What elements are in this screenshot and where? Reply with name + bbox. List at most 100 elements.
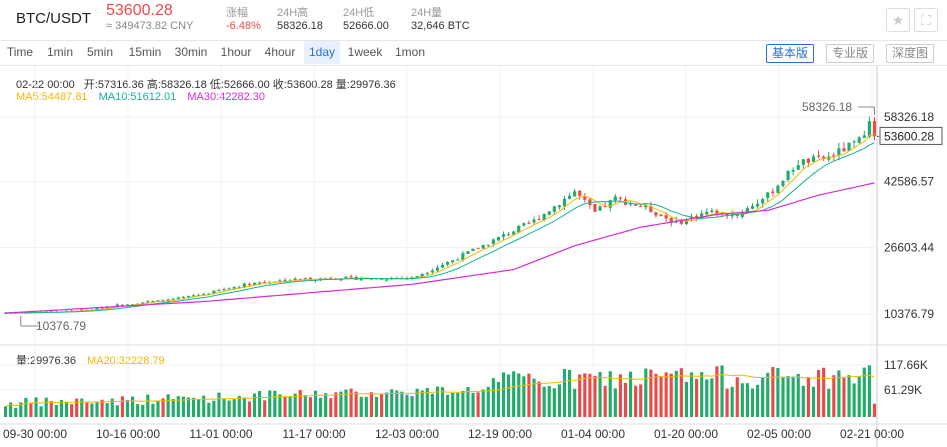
info-ma30: MA30:42282.30 (187, 91, 266, 103)
candle-body (822, 156, 826, 159)
volume-bar (476, 392, 480, 417)
ma-info: MA5:54487.81 MA10:51612.01 MA30:42282.30 (16, 91, 265, 103)
candle-body (420, 274, 424, 277)
market-header: BTC/USDT 53600.28 ≈ 349473.82 CNY 涨幅 -6.… (0, 0, 947, 41)
price-tick-label: 42586.57 (884, 175, 934, 189)
volume-bar (872, 403, 877, 417)
stat-change: 涨幅 -6.48% (226, 4, 261, 32)
last-price-tag (879, 126, 943, 145)
volume-bar (44, 397, 48, 417)
candle-body (796, 165, 800, 170)
volume-bar (242, 397, 246, 417)
candle-body (171, 299, 175, 301)
candle-body (771, 191, 775, 194)
view-basic-button[interactable]: 基本版 (766, 44, 815, 63)
candle-body (512, 231, 516, 235)
tab-1day[interactable]: 1day (304, 41, 340, 64)
candle-body (593, 203, 597, 212)
candle-body (186, 295, 191, 297)
volume-bar (420, 390, 424, 417)
volume-bar (85, 402, 89, 417)
volume-bar (100, 399, 104, 417)
view-depth-button[interactable]: 深度图 (886, 44, 935, 63)
volume-bar (720, 365, 724, 417)
volume-bar (54, 405, 58, 417)
candle-body (659, 214, 663, 216)
volume-bar (237, 395, 241, 417)
view-pro-button[interactable]: 专业版 (826, 44, 875, 63)
tab-4hour[interactable]: 4hour (264, 45, 296, 59)
volume-bar (593, 375, 597, 417)
volume-bar (344, 389, 348, 417)
tab-30min[interactable]: 30min (174, 45, 208, 59)
volume-bar (95, 401, 99, 417)
candle-body (349, 276, 353, 278)
volume-bar (329, 398, 333, 417)
tab-1min[interactable]: 1min (46, 45, 73, 59)
volume-bar (105, 403, 109, 417)
info-ma5: MA5:54487.81 (16, 91, 88, 103)
volume-bar (730, 386, 734, 417)
volume-bar (634, 385, 638, 417)
max-marker-label: 58326.18 (802, 100, 852, 114)
candle-body (786, 170, 790, 180)
volume-bar (425, 387, 429, 417)
volume-bar (110, 398, 114, 417)
tab-1week[interactable]: 1week (347, 45, 383, 59)
candle-body (623, 199, 628, 205)
volume-bar (735, 377, 739, 417)
volume-bar (756, 384, 760, 417)
candle-body (750, 206, 755, 209)
volume-bar (639, 384, 643, 417)
volume-bar (679, 368, 683, 417)
tab-1hour[interactable]: 1hour (220, 45, 252, 59)
candle-body (303, 278, 307, 280)
volume-bar (847, 375, 851, 417)
volume-bar (542, 386, 546, 417)
volume-bar (832, 375, 836, 417)
time-tick-label: 12-19 00:00 (468, 427, 532, 441)
volume-bar (700, 372, 704, 417)
tab-5min[interactable]: 5min (86, 45, 113, 59)
volume-bar (14, 407, 18, 417)
tab-time[interactable]: Time (6, 45, 34, 59)
volume-bar (491, 378, 495, 417)
time-tick-label: 12-03 00:00 (375, 427, 439, 441)
candle-body (501, 234, 506, 237)
star-icon[interactable]: ★ (886, 8, 910, 32)
volume-bar (623, 382, 628, 417)
volume-bar (603, 385, 607, 417)
volume-bar (308, 397, 312, 417)
candle-body (481, 245, 485, 249)
tab-1mon[interactable]: 1mon (394, 45, 426, 59)
candle-body (247, 283, 252, 285)
candle-body (664, 215, 668, 219)
volume-bar (837, 370, 841, 417)
volume-bar (34, 397, 38, 417)
fullscreen-icon[interactable]: ⛶ (914, 8, 938, 32)
tab-15min[interactable]: 15min (128, 45, 162, 59)
volume-info: 量:29976.36 MA20:32228.79 (16, 352, 165, 368)
candle-body (141, 302, 145, 304)
min-marker-label: 10376.79 (36, 319, 86, 333)
volume-bar (339, 391, 343, 417)
ma20-volume-line (5, 374, 875, 407)
volume-bar (527, 373, 531, 417)
volume-bar (517, 373, 521, 417)
volume-bar (745, 383, 749, 417)
volume-bar (811, 386, 816, 417)
stat-label: 涨幅 (226, 7, 248, 19)
candle-body (471, 248, 475, 252)
volume-bar (715, 366, 719, 417)
time-tick-label: 11-17 00:00 (282, 427, 345, 441)
candle-body (151, 301, 155, 303)
time-tick-label: 02-05 00:00 (747, 427, 811, 441)
volume-bar (562, 369, 567, 417)
candle-body (252, 282, 257, 286)
volume-bar (212, 400, 216, 417)
candle-body (379, 278, 384, 280)
candle-body (852, 141, 856, 143)
candle-body (125, 304, 130, 306)
volume-tick-label: 117.66K (884, 358, 928, 372)
